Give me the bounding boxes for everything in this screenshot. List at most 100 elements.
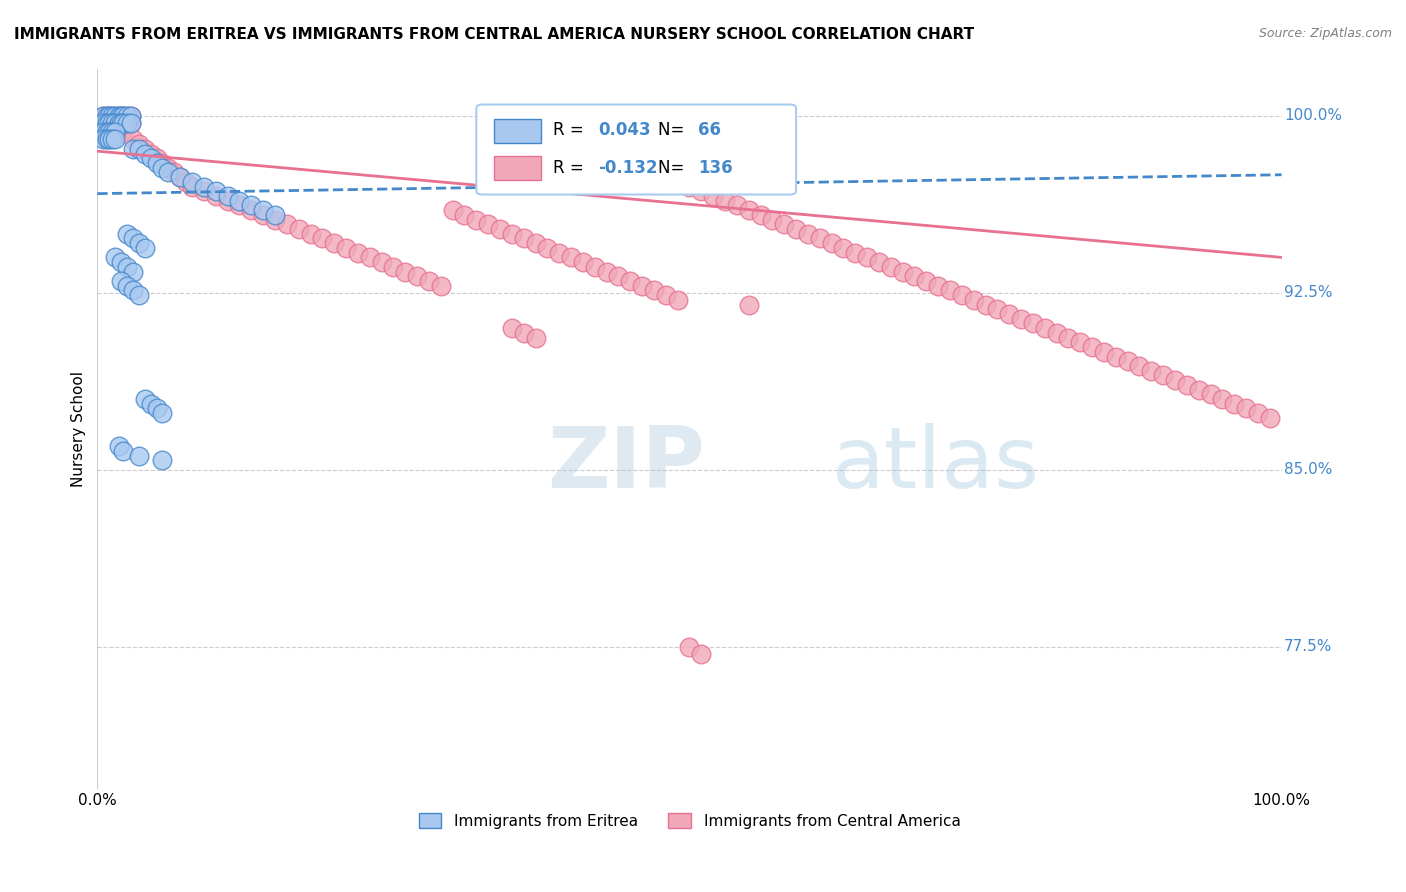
Point — [98, 132, 121, 146]
Point — [880, 260, 903, 274]
Point — [96, 116, 118, 130]
Point — [430, 278, 453, 293]
Point — [228, 194, 250, 208]
Point — [773, 217, 796, 231]
Point — [382, 260, 405, 274]
Point — [655, 288, 678, 302]
Point — [181, 175, 204, 189]
Point — [1211, 392, 1233, 406]
Point — [891, 264, 914, 278]
Point — [666, 293, 689, 307]
Point — [512, 326, 534, 340]
Text: ZIP: ZIP — [547, 423, 706, 506]
Point — [299, 227, 322, 241]
Point — [122, 132, 145, 146]
Point — [115, 227, 138, 241]
Point — [1247, 406, 1270, 420]
Point — [110, 116, 132, 130]
Point — [1152, 368, 1174, 383]
Point — [714, 194, 737, 208]
Point — [115, 278, 138, 293]
Point — [1105, 350, 1128, 364]
Point — [678, 179, 700, 194]
Point — [1140, 364, 1163, 378]
Point — [512, 231, 534, 245]
Point — [100, 116, 122, 130]
Text: 66: 66 — [697, 121, 721, 139]
Point — [100, 109, 122, 123]
Point — [785, 222, 807, 236]
Point — [370, 255, 392, 269]
Point — [441, 203, 464, 218]
Point — [607, 269, 630, 284]
Point — [820, 236, 842, 251]
Point — [228, 198, 250, 212]
Point — [122, 231, 145, 245]
Point — [217, 194, 239, 208]
Point — [631, 278, 654, 293]
Point — [139, 397, 162, 411]
Point — [406, 269, 429, 284]
Point — [107, 439, 129, 453]
Point — [157, 161, 180, 175]
Point — [98, 125, 121, 139]
Point — [240, 198, 263, 212]
Point — [110, 109, 132, 123]
FancyBboxPatch shape — [477, 104, 796, 194]
Point — [145, 401, 167, 416]
Point — [998, 307, 1021, 321]
Point — [152, 406, 174, 420]
Point — [619, 274, 641, 288]
Point — [115, 109, 138, 123]
Point — [844, 245, 866, 260]
Point — [120, 116, 142, 130]
Text: 85.0%: 85.0% — [1284, 462, 1333, 477]
Point — [107, 116, 129, 130]
Point — [950, 288, 973, 302]
Point — [163, 165, 186, 179]
Point — [128, 449, 150, 463]
Point — [264, 212, 287, 227]
Point — [110, 255, 132, 269]
Point — [181, 179, 204, 194]
Point — [115, 116, 138, 130]
Point — [808, 231, 831, 245]
Legend: Immigrants from Eritrea, Immigrants from Central America: Immigrants from Eritrea, Immigrants from… — [412, 806, 966, 835]
Point — [134, 142, 156, 156]
Point — [100, 125, 122, 139]
Point — [761, 212, 783, 227]
Point — [725, 198, 748, 212]
Point — [139, 151, 162, 165]
Point — [1081, 340, 1104, 354]
Point — [204, 189, 226, 203]
Point — [174, 175, 197, 189]
Point — [96, 109, 118, 123]
Point — [128, 236, 150, 251]
Point — [1199, 387, 1222, 401]
Text: Source: ZipAtlas.com: Source: ZipAtlas.com — [1258, 27, 1392, 40]
Point — [157, 165, 180, 179]
Point — [91, 125, 114, 139]
Point — [572, 255, 595, 269]
Point — [974, 297, 997, 311]
Point — [204, 184, 226, 198]
Point — [347, 245, 370, 260]
Text: R =: R = — [554, 159, 589, 177]
Point — [453, 208, 475, 222]
Point — [240, 203, 263, 218]
Point — [193, 179, 215, 194]
Point — [152, 453, 174, 467]
Point — [702, 189, 724, 203]
Point — [120, 116, 142, 130]
Point — [169, 170, 191, 185]
Point — [524, 236, 547, 251]
Point — [1033, 321, 1056, 335]
Point — [145, 156, 167, 170]
Point — [100, 132, 122, 146]
Point — [690, 184, 713, 198]
Point — [1164, 373, 1187, 387]
Point — [583, 260, 606, 274]
Point — [120, 109, 142, 123]
Point — [110, 116, 132, 130]
Y-axis label: Nursery School: Nursery School — [72, 370, 86, 486]
